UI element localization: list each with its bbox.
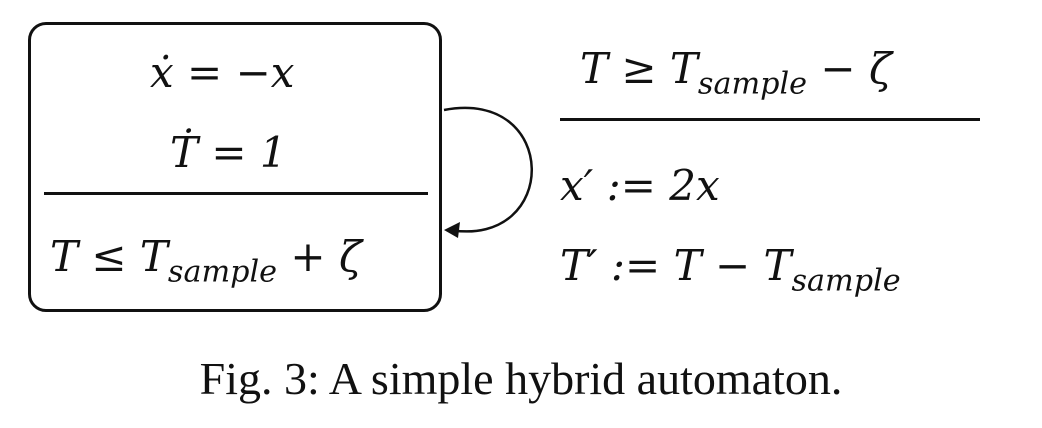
state-separator <box>44 192 428 195</box>
transition-guard-text: T ≥ Tsample − ζ <box>580 44 892 102</box>
figure-caption: Fig. 3: A simple hybrid automaton. <box>199 353 843 404</box>
state-flow-x: ẋ = −x <box>150 52 294 94</box>
transition-reset-x: x′ := 2x <box>560 165 720 207</box>
state-flow-x-text: ẋ = −x <box>150 48 295 97</box>
transition-guard: T ≥ Tsample − ζ <box>580 48 892 100</box>
arrow-head-icon <box>444 222 460 238</box>
state-flow-T-text: Ṫ = 1 <box>170 128 287 177</box>
transition-separator <box>560 118 980 121</box>
state-box <box>28 22 442 312</box>
state-invariant: T ≤ Tsample + ζ <box>50 236 362 288</box>
transition-reset-x-text: x′ := 2x <box>560 161 720 210</box>
state-invariant-text: T ≤ Tsample + ζ <box>50 232 362 290</box>
self-loop-arrow <box>443 106 533 238</box>
transition-reset-T: T′ := T − Tsample <box>560 245 901 297</box>
transition-reset-T-text: T′ := T − Tsample <box>560 241 901 299</box>
state-flow-T: Ṫ = 1 <box>170 132 287 174</box>
